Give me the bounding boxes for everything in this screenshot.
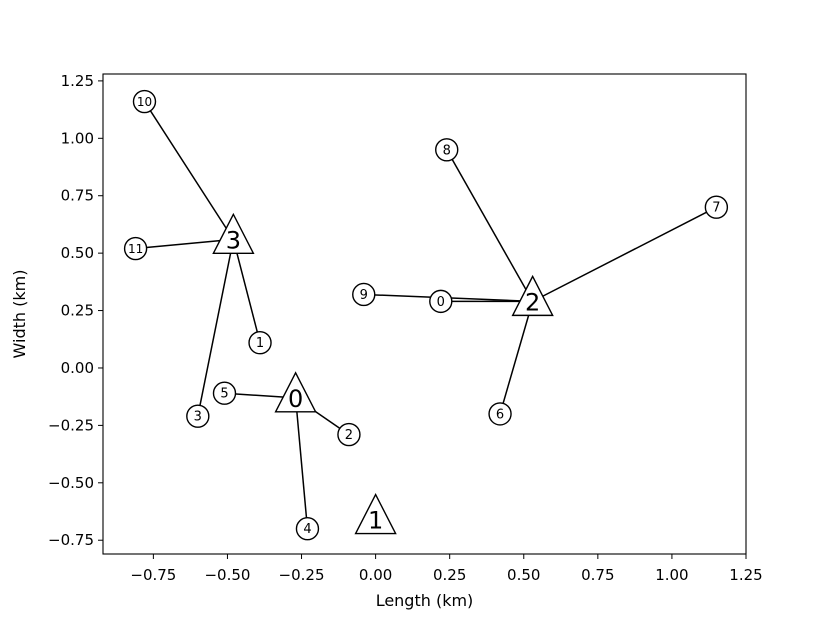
- link-line: [499, 301, 534, 415]
- node-circle: [295, 517, 320, 541]
- link-lines: [135, 101, 717, 529]
- node-circle: [429, 289, 453, 314]
- node-label: 3: [194, 410, 202, 425]
- node-label: 10: [137, 95, 152, 109]
- link-line: [232, 239, 261, 343]
- hub-triangle: [354, 493, 397, 535]
- link-line: [294, 397, 309, 529]
- y-tick-label: −0.50: [48, 474, 94, 492]
- node-circle: [435, 138, 459, 162]
- hub-label: 1: [368, 507, 383, 535]
- link-line: [143, 101, 235, 240]
- hub-label: 3: [226, 226, 241, 254]
- plot-area-frame: [102, 73, 747, 555]
- node-circle: [212, 381, 237, 405]
- x-tick-label: 0.25: [433, 566, 466, 584]
- x-axis-ticks: −0.75 −0.50 −0.25 0.00 0.25 0.50 0.75 1.00 1.25: [130, 554, 763, 584]
- node-circle: [132, 89, 157, 114]
- x-tick-label: 1.00: [655, 566, 688, 584]
- y-axis-label: Width (km): [10, 270, 29, 359]
- node-label: 7: [712, 201, 720, 216]
- node-label: 4: [303, 522, 311, 537]
- node-label: 8: [443, 143, 451, 158]
- node-label: 11: [128, 242, 143, 256]
- node-label: 5: [220, 387, 228, 402]
- x-tick-label: 0.75: [581, 566, 614, 584]
- y-tick-label: −0.75: [48, 531, 94, 549]
- y-tick-label: 0.50: [61, 244, 94, 262]
- hub-triangle: [274, 371, 317, 413]
- y-tick-label: 1.25: [61, 72, 94, 90]
- y-tick-label: −0.25: [48, 416, 94, 434]
- x-axis-label: Length (km): [376, 591, 474, 610]
- x-tick-label: 0.00: [359, 566, 392, 584]
- node-circle: [337, 422, 361, 447]
- x-tick-label: −0.75: [130, 566, 176, 584]
- node-circle: [248, 331, 272, 355]
- node-label: 0: [437, 295, 445, 310]
- node-label: 1: [256, 336, 264, 351]
- node-circle: [352, 282, 376, 307]
- y-tick-label: 0.25: [61, 302, 94, 320]
- node-label: 2: [345, 428, 353, 443]
- hub-triangle: [511, 274, 554, 317]
- hub-label: 0: [288, 385, 303, 413]
- hub-triangle: [212, 212, 255, 255]
- x-tick-label: −0.50: [204, 566, 250, 584]
- link-line: [446, 149, 534, 302]
- hub-label: 2: [525, 288, 540, 316]
- node-circle: [488, 402, 512, 426]
- node-label: 9: [360, 288, 368, 303]
- x-tick-label: 1.25: [729, 566, 762, 584]
- y-tick-label: 0.75: [61, 187, 94, 205]
- y-tick-label: 0.00: [61, 359, 94, 377]
- link-line: [135, 238, 234, 250]
- x-tick-label: 0.50: [507, 566, 540, 584]
- x-tick-label: −0.25: [279, 566, 325, 584]
- node-circle: [123, 236, 148, 261]
- node-circle: [186, 404, 210, 428]
- link-line: [197, 239, 235, 417]
- node-circle: [704, 195, 729, 219]
- y-tick-label: 1.00: [61, 129, 94, 147]
- y-axis-ticks: −0.75 −0.50 −0.25 0.00 0.25 0.50 0.75 1.00 1.25: [48, 72, 103, 549]
- node-label: 6: [496, 407, 504, 422]
- hub-markers: 0 1 2 3: [212, 212, 554, 535]
- link-line: [532, 206, 717, 303]
